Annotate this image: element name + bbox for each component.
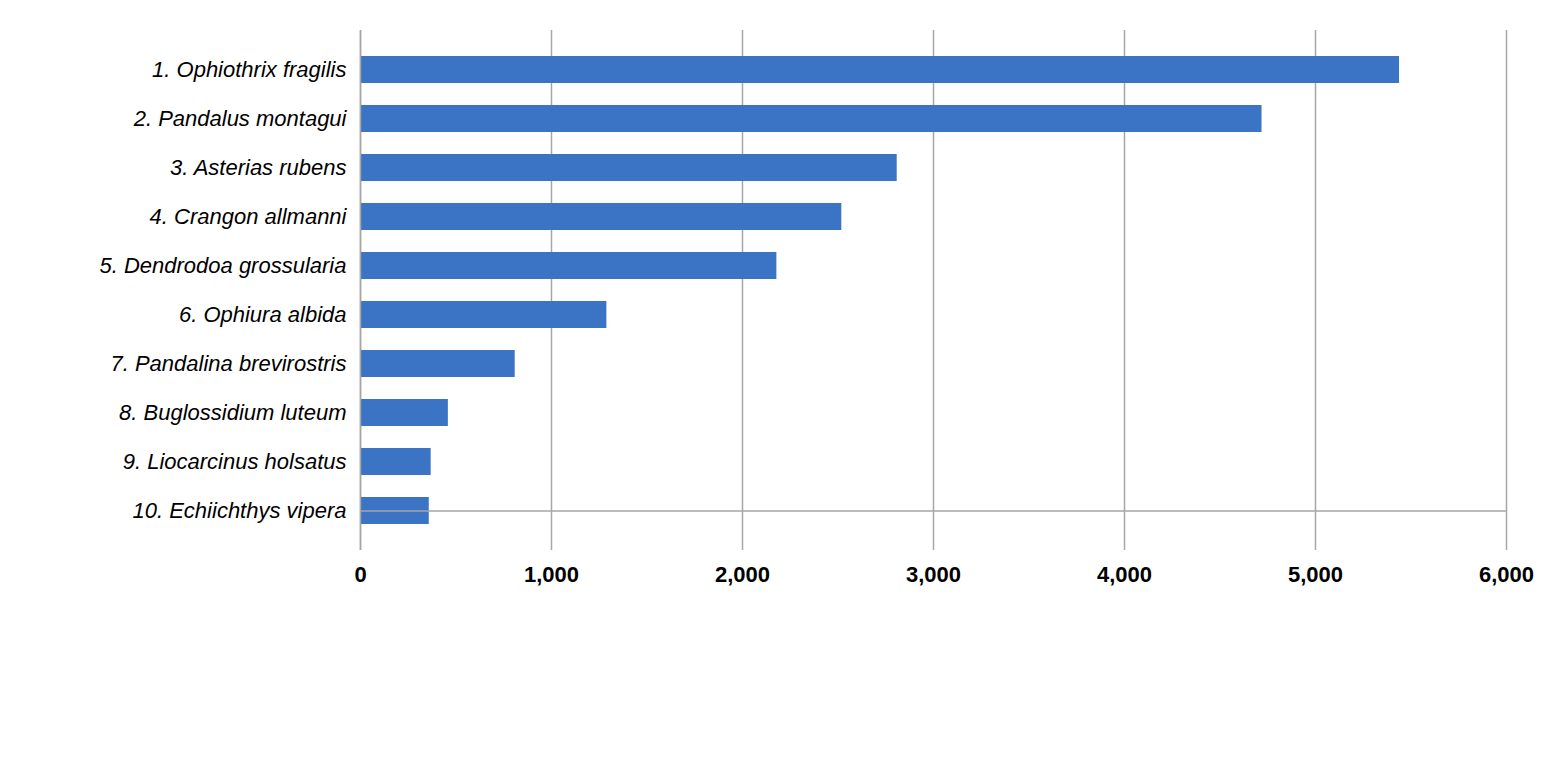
svg-text:4,000: 4,000 bbox=[1097, 562, 1152, 587]
svg-text:5,000: 5,000 bbox=[1288, 562, 1343, 587]
svg-text:5. Dendrodoa grossularia: 5. Dendrodoa grossularia bbox=[99, 253, 346, 278]
svg-text:2. Pandalus montagui: 2. Pandalus montagui bbox=[133, 106, 348, 131]
svg-text:9. Liocarcinus holsatus: 9. Liocarcinus holsatus bbox=[123, 449, 347, 474]
svg-text:1. Ophiothrix fragilis: 1. Ophiothrix fragilis bbox=[152, 57, 346, 82]
svg-text:2,000: 2,000 bbox=[715, 562, 770, 587]
svg-text:6,000: 6,000 bbox=[1479, 562, 1534, 587]
svg-text:0: 0 bbox=[354, 562, 366, 587]
svg-text:8. Buglossidium luteum: 8. Buglossidium luteum bbox=[119, 400, 346, 425]
svg-text:3,000: 3,000 bbox=[906, 562, 961, 587]
svg-text:7. Pandalina brevirostris: 7. Pandalina brevirostris bbox=[110, 351, 346, 376]
svg-text:6. Ophiura albida: 6. Ophiura albida bbox=[179, 302, 347, 327]
svg-text:10. Echiichthys vipera: 10. Echiichthys vipera bbox=[133, 498, 347, 523]
svg-text:4. Crangon allmanni: 4. Crangon allmanni bbox=[150, 204, 348, 229]
svg-text:1,000: 1,000 bbox=[524, 562, 579, 587]
svg-text:3. Asterias rubens: 3. Asterias rubens bbox=[170, 155, 347, 180]
